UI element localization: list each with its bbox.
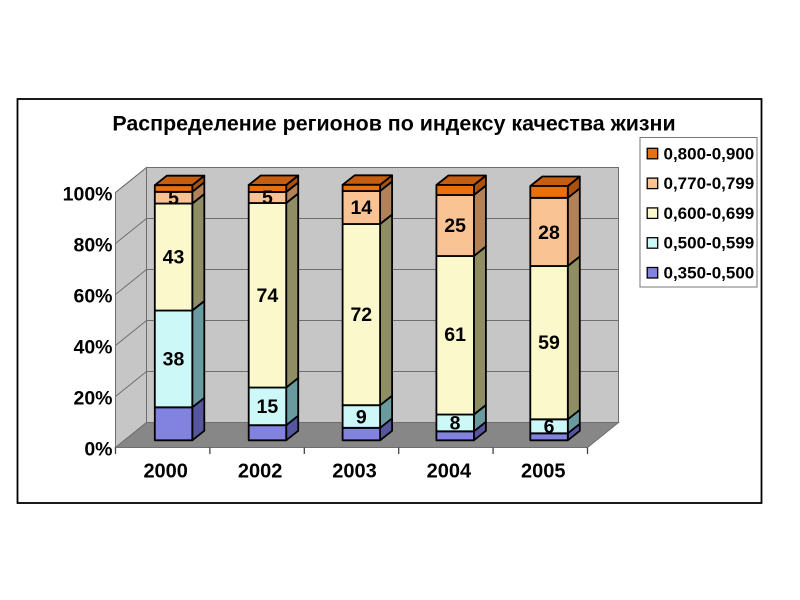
- svg-text:43: 43: [163, 247, 185, 269]
- svg-text:Распределение регионов по инде: Распределение регионов по индексу качест…: [112, 112, 675, 136]
- svg-text:59: 59: [538, 332, 560, 354]
- svg-text:9: 9: [356, 406, 367, 428]
- svg-text:2003: 2003: [332, 461, 377, 483]
- svg-text:0,500-0,599: 0,500-0,599: [664, 234, 755, 253]
- svg-text:61: 61: [444, 324, 466, 346]
- svg-text:80%: 80%: [73, 234, 112, 256]
- svg-text:0,350-0,500: 0,350-0,500: [664, 264, 755, 283]
- svg-text:2005: 2005: [521, 461, 566, 483]
- svg-text:40%: 40%: [73, 336, 112, 358]
- svg-text:60%: 60%: [73, 285, 112, 307]
- svg-text:38: 38: [163, 349, 185, 371]
- svg-text:5: 5: [262, 187, 273, 209]
- svg-text:2004: 2004: [427, 461, 472, 483]
- svg-text:0,770-0,799: 0,770-0,799: [664, 174, 755, 193]
- svg-text:28: 28: [538, 222, 560, 244]
- svg-text:2000: 2000: [143, 461, 188, 483]
- svg-text:20%: 20%: [73, 387, 112, 409]
- svg-text:15: 15: [257, 396, 279, 418]
- svg-text:100%: 100%: [63, 183, 113, 205]
- svg-text:0,800-0,900: 0,800-0,900: [664, 144, 755, 163]
- svg-text:0%: 0%: [84, 438, 112, 460]
- svg-text:0,600-0,699: 0,600-0,699: [664, 204, 755, 223]
- svg-text:72: 72: [350, 304, 372, 326]
- svg-text:25: 25: [444, 215, 466, 237]
- svg-text:14: 14: [350, 197, 372, 219]
- svg-text:74: 74: [257, 285, 279, 307]
- svg-text:2002: 2002: [238, 461, 283, 483]
- svg-text:6: 6: [544, 416, 555, 438]
- svg-text:5: 5: [168, 187, 179, 209]
- svg-text:8: 8: [450, 413, 461, 435]
